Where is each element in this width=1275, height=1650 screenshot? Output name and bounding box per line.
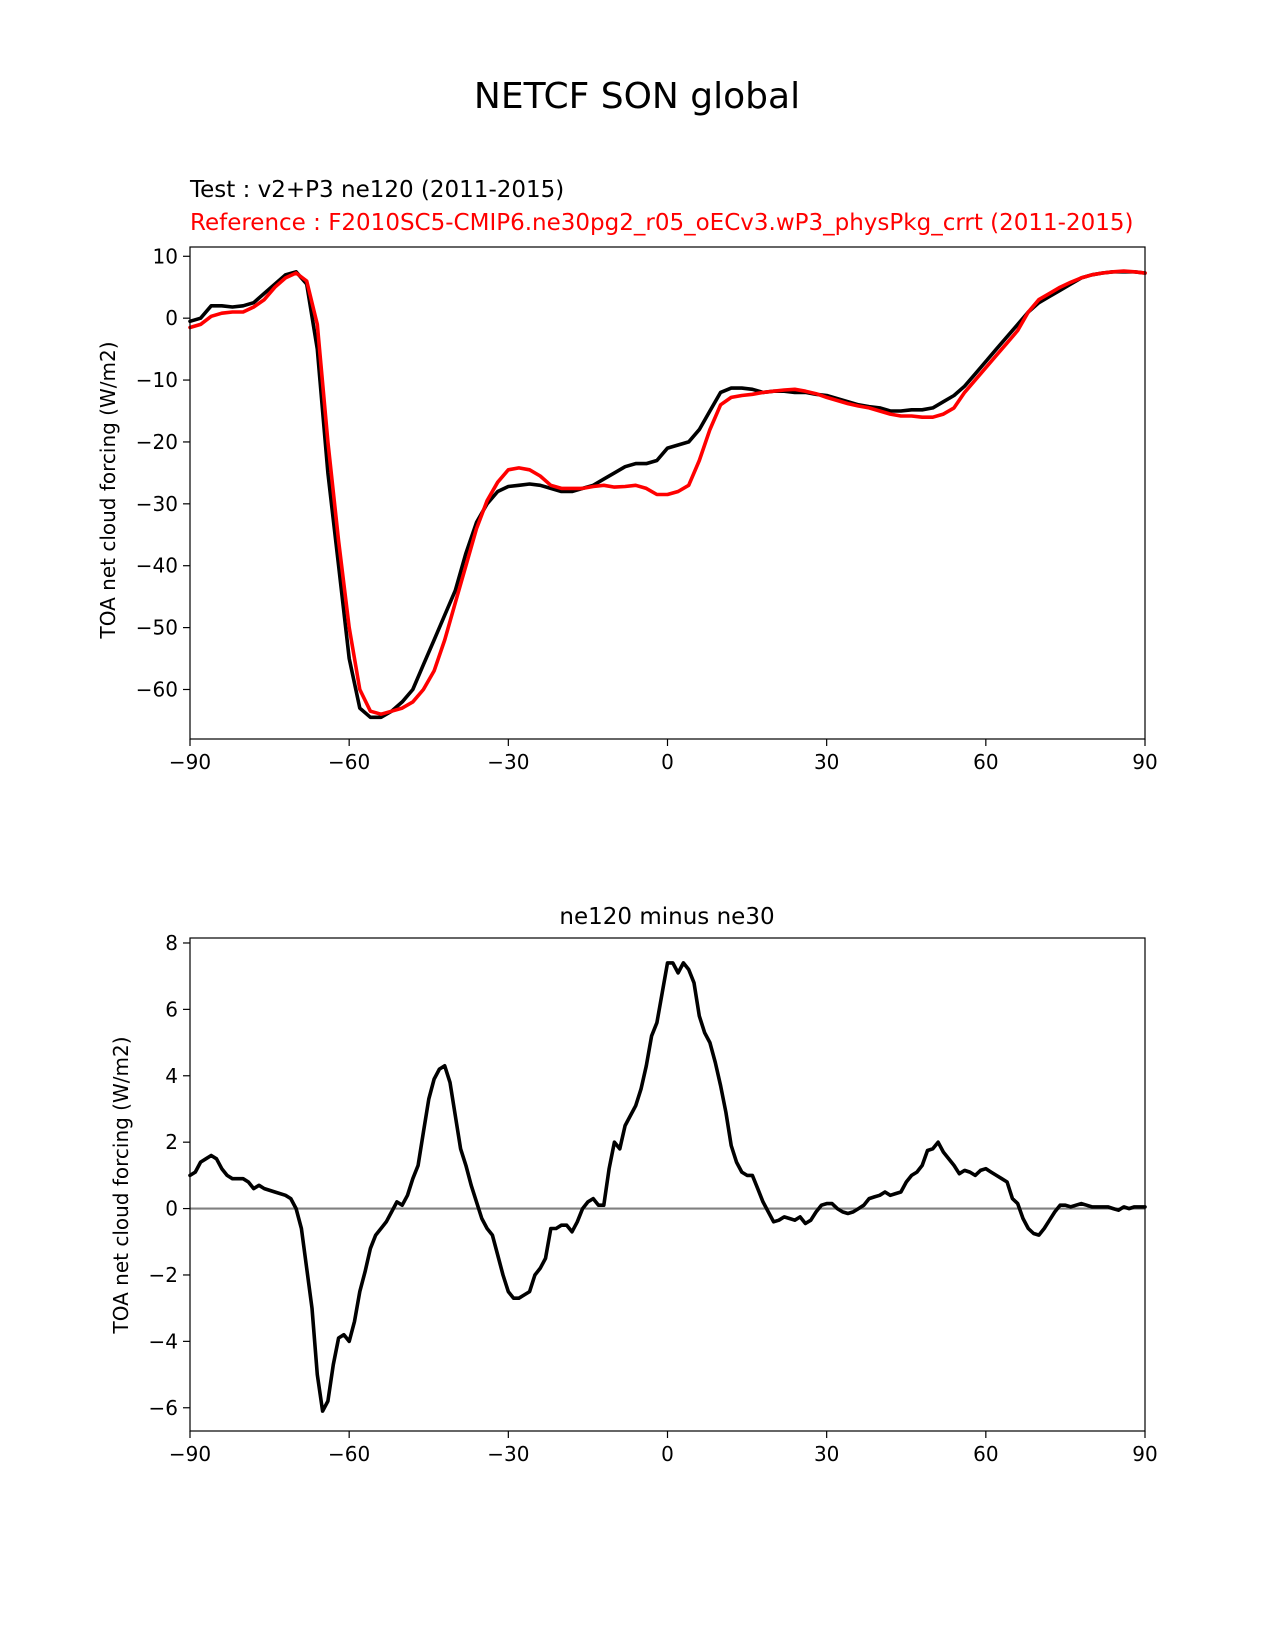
y-tick-label: 10: [153, 244, 178, 268]
top-ticks: −90 −60 −30 0 30 60 90 10 0 −10 −20 −30 −40 −50 −60: [136, 244, 1158, 774]
x-tick-label: −30: [487, 1442, 529, 1466]
x-tick-label: 60: [973, 1442, 998, 1466]
x-tick-label: 30: [814, 750, 839, 774]
top-reference-title: Reference : F2010SC5-CMIP6.ne30pg2_r05_o…: [190, 210, 1133, 236]
top-y-axis-label: TOA net cloud forcing (W/m2): [96, 341, 120, 639]
y-tick-label: −6: [149, 1396, 178, 1420]
top-panel: Test : v2+P3 ne120 (2011-2015) Reference…: [96, 177, 1158, 774]
y-tick-label: 2: [165, 1130, 178, 1154]
x-tick-label: −30: [487, 750, 529, 774]
series-line-test: [188, 270, 1147, 720]
top-series: [188, 269, 1147, 720]
bottom-plot-frame: [189, 937, 1146, 1432]
bottom-y-axis-label: TOA net cloud forcing (W/m2): [109, 1036, 133, 1334]
bottom-series: [188, 961, 1147, 1413]
x-tick-label: 30: [814, 1442, 839, 1466]
bottom-title: ne120 minus ne30: [559, 904, 774, 930]
top-test-title: Test : v2+P3 ne120 (2011-2015): [189, 177, 564, 203]
y-tick-label: −4: [149, 1329, 178, 1353]
y-tick-label: −40: [136, 554, 178, 578]
x-tick-label: 90: [1132, 1442, 1157, 1466]
y-tick-label: 8: [165, 931, 178, 955]
bottom-panel: ne120 minus ne30 TOA net cloud forcing (…: [109, 904, 1158, 1466]
y-tick-label: −30: [136, 492, 178, 516]
series-line-reference: [188, 269, 1147, 716]
figure-title: NETCF SON global: [474, 76, 800, 117]
y-tick-label: −2: [149, 1263, 178, 1287]
y-tick-label: −60: [136, 677, 178, 701]
y-tick-label: 6: [165, 997, 178, 1021]
top-plot-frame: [189, 246, 1146, 740]
y-tick-label: −50: [136, 616, 178, 640]
x-tick-label: −60: [328, 1442, 370, 1466]
y-tick-label: 0: [165, 306, 178, 330]
x-tick-label: −60: [328, 750, 370, 774]
series-line-ne120-minus-ne30: [188, 961, 1147, 1413]
x-tick-label: 90: [1132, 750, 1157, 774]
bottom-ticks: −90 −60 −30 0 30 60 90 8 6 4 2 0 −2 −4 −6: [149, 931, 1158, 1466]
y-tick-label: −20: [136, 430, 178, 454]
x-tick-label: 0: [661, 1442, 674, 1466]
x-tick-label: −90: [169, 750, 211, 774]
x-tick-label: 60: [973, 750, 998, 774]
y-tick-label: −10: [136, 368, 178, 392]
y-tick-label: 0: [165, 1197, 178, 1221]
x-tick-label: 0: [661, 750, 674, 774]
x-tick-label: −90: [169, 1442, 211, 1466]
y-tick-label: 4: [165, 1064, 178, 1088]
